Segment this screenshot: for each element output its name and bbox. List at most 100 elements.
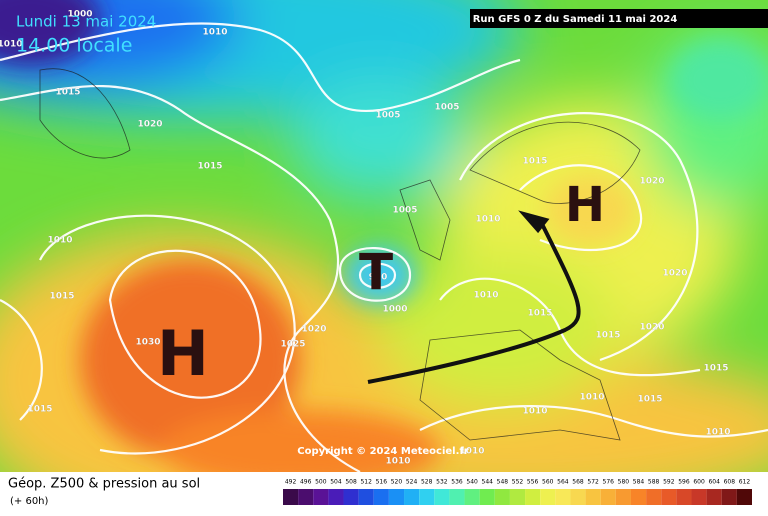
isobar-label: 1010: [475, 215, 500, 225]
scale-swatch: [585, 489, 601, 505]
scale-swatch: [479, 489, 495, 505]
scale-label: 548: [497, 479, 509, 486]
scale-swatch: [419, 489, 435, 505]
isobar-label: 1015: [49, 292, 74, 302]
scale-label: 576: [603, 479, 615, 486]
scale-label: 552: [512, 479, 524, 486]
scale-swatch: [343, 489, 359, 505]
scale-label: 560: [542, 479, 554, 486]
scale-swatch: [615, 489, 631, 505]
scale-label: 580: [618, 479, 630, 486]
scale-swatch: [283, 489, 299, 505]
scale-label: 528: [421, 479, 433, 486]
isobar-label: 1010: [579, 393, 604, 403]
scale-label: 516: [376, 479, 388, 486]
date: Lundi 13 mai 2024: [16, 13, 156, 31]
scale-swatch: [600, 489, 616, 505]
isobar-label: 1020: [301, 325, 326, 335]
scale-swatch: [358, 489, 374, 505]
footer-subtitle: (+ 60h): [10, 496, 49, 507]
isobar-label: 1010: [47, 236, 72, 246]
scale-swatch: [494, 489, 510, 505]
scale-swatch: [404, 489, 420, 505]
scale-label: 568: [572, 479, 584, 486]
scale-swatch: [676, 489, 692, 505]
scale-label: 596: [678, 479, 690, 486]
scale-label: 496: [300, 479, 312, 486]
scale-label: 524: [406, 479, 418, 486]
isobar-label: 1015: [595, 331, 620, 341]
scale-label: 604: [708, 479, 720, 486]
scale-swatch: [434, 489, 450, 505]
isobar-label: 1010: [459, 447, 484, 457]
scale-label: 564: [557, 479, 569, 486]
isobar-label: 1030: [135, 338, 160, 348]
isobar-label: 1020: [137, 120, 162, 130]
scale-label: 500: [315, 479, 327, 486]
scale-label: 520: [391, 479, 403, 486]
pressure-center: T: [359, 244, 393, 302]
scale-label: 532: [436, 479, 448, 486]
scale-label: 588: [648, 479, 660, 486]
isobar-label: 1010: [202, 28, 227, 38]
scale-label: 592: [663, 479, 675, 486]
scale-label: 540: [466, 479, 478, 486]
scale-label: 612: [739, 479, 751, 486]
isobar-label: 1015: [637, 395, 662, 405]
isobar-label: 1005: [375, 111, 400, 121]
isobar-label: 1000: [67, 10, 92, 20]
isobar-label: 1010: [705, 428, 730, 438]
scale-swatch: [630, 489, 647, 505]
scale-swatch: [298, 489, 314, 505]
scale-swatch: [555, 489, 571, 505]
scale-swatch: [449, 489, 465, 505]
scale-label: 544: [482, 479, 494, 486]
scale-label: 508: [345, 479, 357, 486]
scale-label: 584: [633, 479, 645, 486]
coastlines: [39, 68, 641, 441]
scale-label: 492: [285, 479, 297, 486]
scale-swatch: [373, 489, 389, 505]
scale-label: 536: [451, 479, 463, 486]
isobar-label: 1005: [434, 103, 459, 113]
copyright: Copyright © 2024 Meteociel.fr: [297, 446, 468, 457]
scale-swatch: [509, 489, 526, 505]
arrow: [367, 219, 581, 384]
local-time: 14.00 locale: [16, 35, 132, 57]
isobar-label: 1005: [392, 206, 417, 216]
scale-swatch: [540, 489, 556, 505]
isobar-label: 1015: [527, 309, 552, 319]
scale-label: 600: [693, 479, 705, 486]
pressure-center: H: [157, 317, 209, 390]
footer-title: Géop. Z500 & pression au sol: [8, 477, 200, 492]
scale-swatch: [525, 489, 541, 505]
scale-swatch: [570, 489, 586, 505]
isobar-label: 1010: [385, 457, 410, 467]
run-box: [470, 9, 768, 28]
scale-swatch: [388, 489, 405, 505]
isobar-labels: 1000 1010 1010 1015 1020 1015 1005 1005 1015 1020…: [0, 9, 731, 467]
scale-label: 556: [527, 479, 539, 486]
scale-swatch: [691, 489, 707, 505]
scale-label: 504: [330, 479, 342, 486]
isobar-label: 1015: [522, 157, 547, 167]
arrow-head: [518, 210, 550, 234]
scale-swatch: [721, 489, 737, 505]
scale-label: 512: [360, 479, 372, 486]
pressure-center: H: [565, 177, 605, 233]
scale-label: 608: [724, 479, 736, 486]
scale-swatch: [661, 489, 677, 505]
isobar-label: 1010: [0, 40, 23, 50]
run-info: Run GFS 0 Z du Samedi 11 mai 2024: [473, 14, 678, 25]
scale-swatch: [313, 489, 329, 505]
isobar-label: 1015: [197, 162, 222, 172]
isobars: [0, 22, 768, 473]
isobar-label: 1020: [639, 177, 664, 187]
isobar-label: 1020: [639, 323, 664, 333]
scale-label: 572: [587, 479, 599, 486]
isobar-label: 1020: [662, 269, 687, 279]
scale-swatch: [736, 489, 752, 505]
isobar-label: 1010: [473, 291, 498, 301]
